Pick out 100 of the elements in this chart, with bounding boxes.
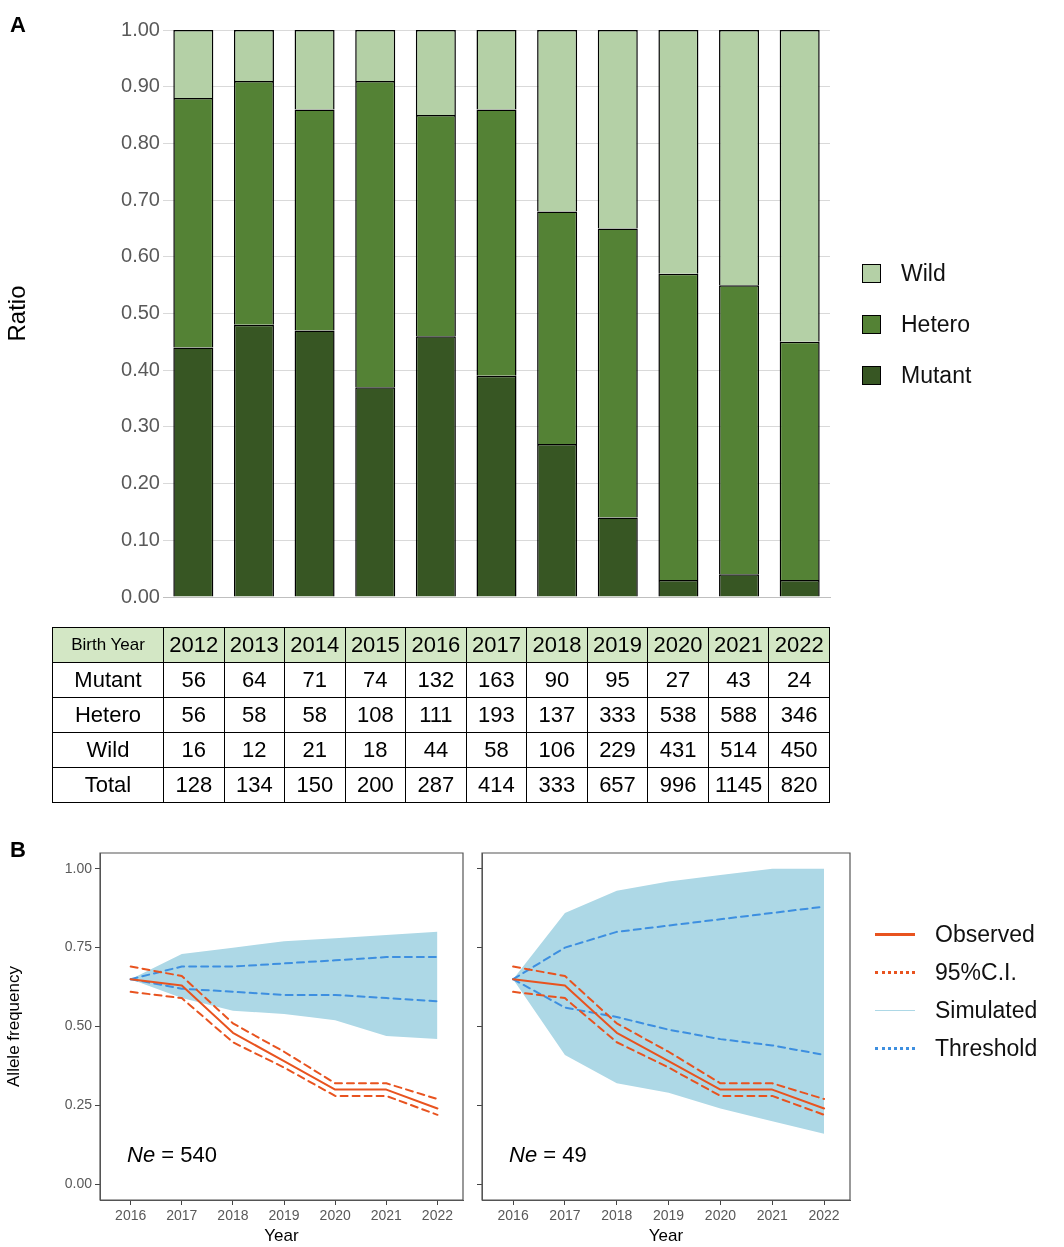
data-label: 333 bbox=[526, 767, 588, 803]
data-label: 414 bbox=[466, 767, 527, 803]
y-tick-label: 0.70 bbox=[121, 187, 160, 210]
y-tick-label: 1.00 bbox=[121, 17, 160, 40]
data-label: 12 bbox=[224, 732, 285, 768]
y-tick-label: 0.00 bbox=[64, 1175, 93, 1192]
y-tick-label: Wild bbox=[52, 732, 164, 768]
y-tick-label: 0.10 bbox=[121, 527, 160, 550]
chart-title: A bbox=[10, 12, 26, 38]
annotation: Ne = 49 bbox=[509, 1142, 587, 1167]
data-label: 90 bbox=[526, 662, 588, 698]
legend-label: 95%C.I. bbox=[935, 958, 1017, 986]
data-label: 132 bbox=[405, 662, 467, 698]
data-label: 1145 bbox=[708, 767, 769, 803]
data-label: 996 bbox=[647, 767, 709, 803]
y-tick-label: 0.90 bbox=[121, 74, 160, 97]
x-tick-label: 2019 bbox=[587, 627, 648, 663]
x-tick-label: 2014 bbox=[284, 627, 346, 663]
legend-label: Wild bbox=[901, 260, 946, 287]
y-tick-label: 0.60 bbox=[121, 244, 160, 267]
legend-label: Mutant bbox=[901, 362, 972, 389]
y-tick-label: 0.50 bbox=[121, 301, 160, 324]
x-axis-title: Birth Year bbox=[52, 627, 164, 663]
data-label: 74 bbox=[345, 662, 406, 698]
data-label: 58 bbox=[466, 732, 527, 768]
x-tick-label: 2021 bbox=[370, 1207, 403, 1224]
y-tick-label: 0.50 bbox=[64, 1017, 93, 1034]
data-label: 58 bbox=[284, 697, 346, 733]
data-label: 108 bbox=[345, 697, 406, 733]
data-label: 18 bbox=[345, 732, 406, 768]
y-axis-title: Allele frequency bbox=[3, 965, 23, 1087]
y-tick-label: 0.80 bbox=[121, 130, 160, 153]
y-tick-label: 0.25 bbox=[64, 1096, 93, 1113]
x-tick-label: 2018 bbox=[217, 1207, 249, 1224]
data-label: 150 bbox=[284, 767, 346, 803]
y-tick-label: 0.40 bbox=[121, 357, 160, 380]
y-tick-label: 0.00 bbox=[121, 584, 160, 607]
x-tick-label: 2019 bbox=[653, 1207, 685, 1224]
data-label: 657 bbox=[587, 767, 648, 803]
x-tick-label: 2022 bbox=[808, 1207, 840, 1224]
x-axis-title: Year bbox=[264, 1226, 300, 1246]
x-tick-label: 2016 bbox=[497, 1207, 529, 1224]
data-label: 43 bbox=[708, 662, 769, 698]
data-label: 229 bbox=[587, 732, 648, 768]
data-label: 27 bbox=[647, 662, 709, 698]
data-label: 44 bbox=[405, 732, 467, 768]
data-label: 71 bbox=[284, 662, 346, 698]
x-tick-label: 2021 bbox=[756, 1207, 789, 1224]
x-tick-label: 2012 bbox=[163, 627, 225, 663]
annotation: Ne = 540 bbox=[127, 1142, 217, 1167]
data-label: 431 bbox=[647, 732, 709, 768]
x-tick-label: 2018 bbox=[601, 1207, 633, 1224]
x-tick-label: 2015 bbox=[345, 627, 406, 663]
chart-title: B bbox=[10, 837, 26, 863]
data-label: 56 bbox=[163, 697, 225, 733]
data-label: 538 bbox=[647, 697, 709, 733]
data-label: 137 bbox=[526, 697, 588, 733]
data-label: 346 bbox=[768, 697, 830, 733]
data-label: 16 bbox=[163, 732, 225, 768]
x-tick-label: 2017 bbox=[466, 627, 527, 663]
x-tick-label: 2020 bbox=[704, 1207, 737, 1224]
x-tick-label: 2017 bbox=[166, 1207, 198, 1224]
data-label: 163 bbox=[466, 662, 527, 698]
x-tick-label: 2017 bbox=[549, 1207, 581, 1224]
y-tick-label: 0.30 bbox=[121, 414, 160, 437]
data-label: 193 bbox=[466, 697, 527, 733]
x-tick-label: 2022 bbox=[768, 627, 830, 663]
x-tick-label: 2020 bbox=[647, 627, 709, 663]
x-axis-title: Year bbox=[648, 1226, 684, 1246]
data-label: 21 bbox=[284, 732, 346, 768]
x-tick-label: 2013 bbox=[224, 627, 285, 663]
data-label: 56 bbox=[163, 662, 225, 698]
data-label: 111 bbox=[405, 697, 467, 733]
data-label: 820 bbox=[768, 767, 830, 803]
y-axis-title: Ratio bbox=[3, 285, 31, 342]
data-label: 514 bbox=[708, 732, 769, 768]
x-tick-label: 2019 bbox=[268, 1207, 300, 1224]
data-label: 128 bbox=[163, 767, 225, 803]
y-tick-label: 0.20 bbox=[121, 471, 160, 494]
data-label: 95 bbox=[587, 662, 648, 698]
data-label: 64 bbox=[224, 662, 285, 698]
y-tick-label: 0.75 bbox=[64, 938, 93, 955]
data-label: 287 bbox=[405, 767, 467, 803]
x-tick-label: 2016 bbox=[405, 627, 467, 663]
x-tick-label: 2022 bbox=[421, 1207, 454, 1224]
y-tick-label: Total bbox=[52, 767, 164, 803]
y-tick-label: Hetero bbox=[52, 697, 164, 733]
legend-label: Hetero bbox=[901, 311, 971, 338]
legend-label: Threshold bbox=[935, 1034, 1038, 1062]
data-label: 134 bbox=[224, 767, 285, 803]
data-label: 450 bbox=[768, 732, 830, 768]
x-tick-label: 2021 bbox=[708, 627, 769, 663]
x-tick-label: 2016 bbox=[115, 1207, 147, 1224]
data-label: 58 bbox=[224, 697, 285, 733]
legend-label: Simulated bbox=[935, 996, 1038, 1024]
data-label: 200 bbox=[345, 767, 406, 803]
x-tick-label: 2020 bbox=[319, 1207, 351, 1224]
data-label: 333 bbox=[587, 697, 648, 733]
data-label: 106 bbox=[526, 732, 588, 768]
y-tick-label: Mutant bbox=[52, 662, 164, 698]
